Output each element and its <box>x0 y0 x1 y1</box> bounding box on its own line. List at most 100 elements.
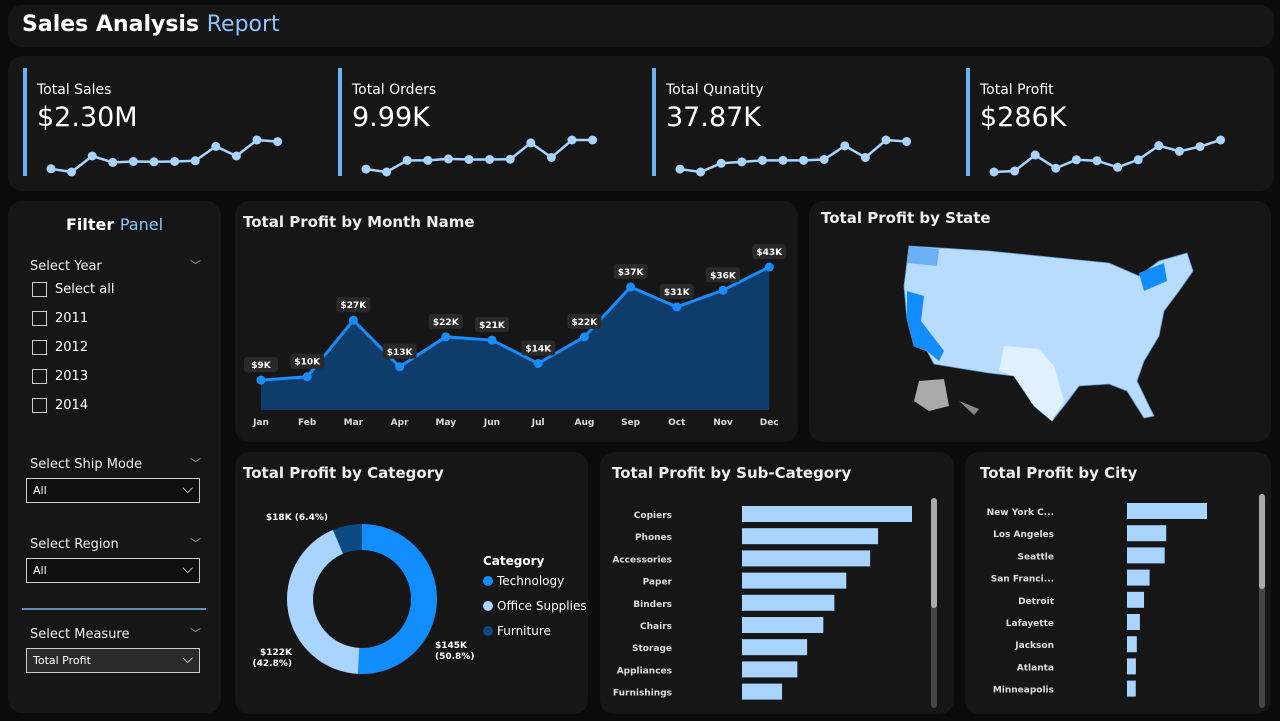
category-label: New York C... <box>987 508 1054 518</box>
data-label: $43K <box>756 248 783 258</box>
bar[interactable] <box>1127 636 1137 653</box>
year-option-2011[interactable]: 2011 <box>32 311 88 326</box>
chevron-down-icon: ⌵ <box>182 561 193 577</box>
legend-item[interactable]: Office Supplies <box>483 599 587 613</box>
category-label: Seattle <box>1018 552 1054 562</box>
sparkline-point <box>149 157 159 167</box>
month-chart-title: Total Profit by Month Name <box>243 213 475 231</box>
category-label: Furnishings <box>613 689 672 699</box>
sparkline-point <box>402 155 412 165</box>
slice-label: $122K (42.8%) <box>253 648 293 669</box>
data-label-bg <box>659 283 694 299</box>
bar[interactable] <box>742 594 835 611</box>
bar[interactable] <box>1127 591 1145 608</box>
category-chart-title: Total Profit by Category <box>243 464 444 482</box>
bar[interactable] <box>1127 525 1167 542</box>
bar[interactable] <box>742 506 912 522</box>
category-donut-chart: $145K (50.8%) $122K (42.8%) $18K (6.4%) <box>253 513 474 674</box>
title-main: Sales Analysis <box>22 12 200 37</box>
chevron-down-icon[interactable]: ﹀ <box>190 537 201 550</box>
chevron-down-icon[interactable]: ﹀ <box>190 627 201 640</box>
year-option-2012[interactable]: 2012 <box>32 340 88 355</box>
data-point[interactable] <box>672 302 682 312</box>
data-point[interactable] <box>764 262 774 272</box>
checkbox[interactable] <box>32 369 47 384</box>
sparkline-point <box>799 155 809 165</box>
bar[interactable] <box>1127 614 1140 630</box>
donut-slice-office-supplies[interactable] <box>287 529 360 674</box>
sparkline-line <box>50 138 278 174</box>
scrollbar[interactable] <box>1259 494 1265 708</box>
data-label: $27K <box>341 301 368 311</box>
bar[interactable] <box>1127 503 1207 519</box>
data-point[interactable] <box>348 315 358 325</box>
sparkline-point <box>902 136 912 146</box>
data-label: $37K <box>618 268 645 278</box>
year-option-2014[interactable]: 2014 <box>32 398 88 413</box>
bar[interactable] <box>742 528 879 545</box>
measure-dropdown[interactable]: Total Profit ⌵ <box>26 648 200 673</box>
data-point[interactable] <box>579 332 589 342</box>
ship-mode-dropdown[interactable]: All ⌵ <box>26 478 200 503</box>
bar[interactable] <box>742 617 824 633</box>
chevron-down-icon[interactable]: ﹀ <box>190 457 201 470</box>
sparkline-point <box>546 152 556 162</box>
sparkline-point <box>231 151 241 161</box>
category-label: Minneapolis <box>993 686 1054 696</box>
sparkline-line <box>679 138 907 174</box>
chevron-down-icon[interactable]: ﹀ <box>190 259 201 272</box>
state-map-panel: Total Profit by State <box>809 201 1271 442</box>
checkbox[interactable] <box>32 311 47 326</box>
category-chart-panel: Total Profit by Category $145K (50.8%) $12… <box>235 452 588 714</box>
donut-slice-furniture[interactable] <box>333 524 362 554</box>
x-tick-label: Dec <box>760 418 779 428</box>
bar[interactable] <box>742 550 871 567</box>
checkbox[interactable] <box>32 398 47 413</box>
sparkline-point <box>675 164 685 174</box>
data-point[interactable] <box>626 282 636 292</box>
data-point[interactable] <box>395 362 405 372</box>
checkbox[interactable] <box>32 282 47 297</box>
donut-slice-technology[interactable] <box>357 524 438 674</box>
scrollbar[interactable] <box>931 498 937 708</box>
data-point[interactable] <box>256 375 266 385</box>
bar[interactable] <box>742 572 847 589</box>
bar[interactable] <box>742 639 808 656</box>
data-point[interactable] <box>718 285 728 295</box>
category-label: Accessories <box>612 555 672 565</box>
bar[interactable] <box>742 661 798 678</box>
bar[interactable] <box>742 683 783 700</box>
kpi-sparkline <box>989 135 1226 177</box>
legend-item[interactable]: Technology <box>483 574 564 588</box>
data-label: $13K <box>387 348 414 358</box>
data-point[interactable] <box>441 332 451 342</box>
month-chart-panel: Total Profit by Month Name $9K Jan $10K Feb… <box>235 201 798 442</box>
filter-title: Filter Panel <box>8 215 221 234</box>
year-option-2013[interactable]: 2013 <box>32 369 88 384</box>
scrollbar-thumb[interactable] <box>1259 494 1265 589</box>
option-label: 2013 <box>55 369 89 384</box>
x-tick-label: Oct <box>668 418 686 428</box>
bar[interactable] <box>1127 658 1136 675</box>
data-label-bg <box>382 343 417 359</box>
year-option-select-all[interactable]: Select all <box>32 282 114 297</box>
sparkline-point <box>252 135 262 145</box>
checkbox[interactable] <box>32 340 47 355</box>
data-point[interactable] <box>487 335 497 345</box>
legend-label: Office Supplies <box>497 599 587 613</box>
bar[interactable] <box>1127 680 1136 697</box>
scrollbar-thumb[interactable] <box>931 498 937 608</box>
region-dropdown[interactable]: All ⌵ <box>26 558 200 583</box>
data-point[interactable] <box>302 372 312 382</box>
legend-item[interactable]: Furniture <box>483 624 551 638</box>
x-tick-label: Nov <box>713 418 733 428</box>
sparkline-point <box>1092 156 1102 166</box>
us-state-map[interactable] <box>809 201 1271 442</box>
sparkline-point <box>1133 155 1143 165</box>
bar[interactable] <box>1127 547 1165 564</box>
sparkline-point <box>737 157 747 167</box>
data-point[interactable] <box>533 358 543 368</box>
bar[interactable] <box>1127 569 1150 586</box>
chevron-down-icon: ⌵ <box>182 651 193 667</box>
sparkline-point <box>485 154 495 164</box>
